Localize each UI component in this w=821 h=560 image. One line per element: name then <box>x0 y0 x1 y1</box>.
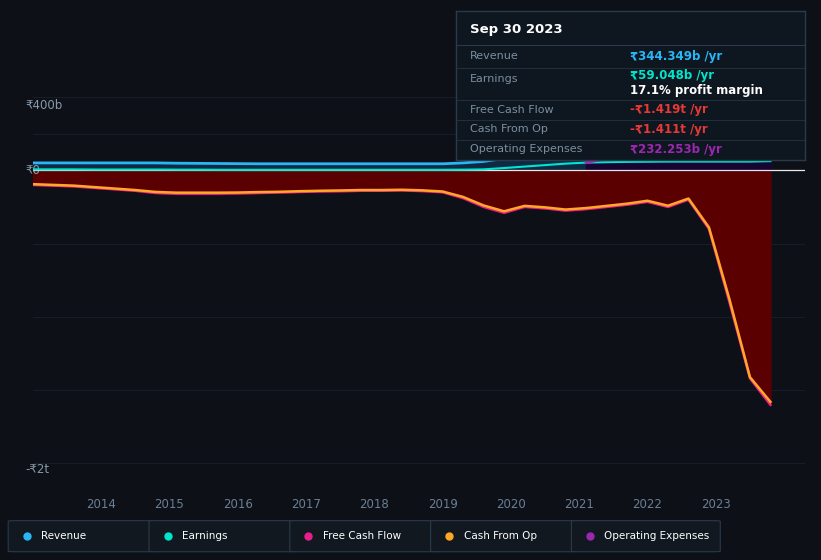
Text: Cash From Op: Cash From Op <box>464 531 537 541</box>
FancyBboxPatch shape <box>8 521 157 552</box>
FancyBboxPatch shape <box>430 521 580 552</box>
Text: -₹1.411t /yr: -₹1.411t /yr <box>631 123 708 136</box>
Text: Sep 30 2023: Sep 30 2023 <box>470 24 562 36</box>
FancyBboxPatch shape <box>290 521 438 552</box>
Text: ₹400b: ₹400b <box>25 99 62 111</box>
Text: Operating Expenses: Operating Expenses <box>604 531 709 541</box>
Text: Revenue: Revenue <box>41 531 86 541</box>
Text: -₹1.419t /yr: -₹1.419t /yr <box>631 104 708 116</box>
Text: ₹59.048b /yr: ₹59.048b /yr <box>631 69 714 82</box>
Text: Revenue: Revenue <box>470 52 518 62</box>
FancyBboxPatch shape <box>571 521 720 552</box>
Text: Operating Expenses: Operating Expenses <box>470 144 582 154</box>
Text: Free Cash Flow: Free Cash Flow <box>470 105 553 115</box>
Text: Earnings: Earnings <box>182 531 227 541</box>
Text: Earnings: Earnings <box>470 74 518 84</box>
Text: Cash From Op: Cash From Op <box>470 124 548 134</box>
Text: Free Cash Flow: Free Cash Flow <box>323 531 401 541</box>
Text: ₹344.349b /yr: ₹344.349b /yr <box>631 50 722 63</box>
Text: ₹232.253b /yr: ₹232.253b /yr <box>631 143 722 156</box>
Text: 17.1% profit margin: 17.1% profit margin <box>631 84 763 97</box>
Text: -₹2t: -₹2t <box>25 464 49 477</box>
FancyBboxPatch shape <box>149 521 298 552</box>
Text: ₹0: ₹0 <box>25 164 40 177</box>
